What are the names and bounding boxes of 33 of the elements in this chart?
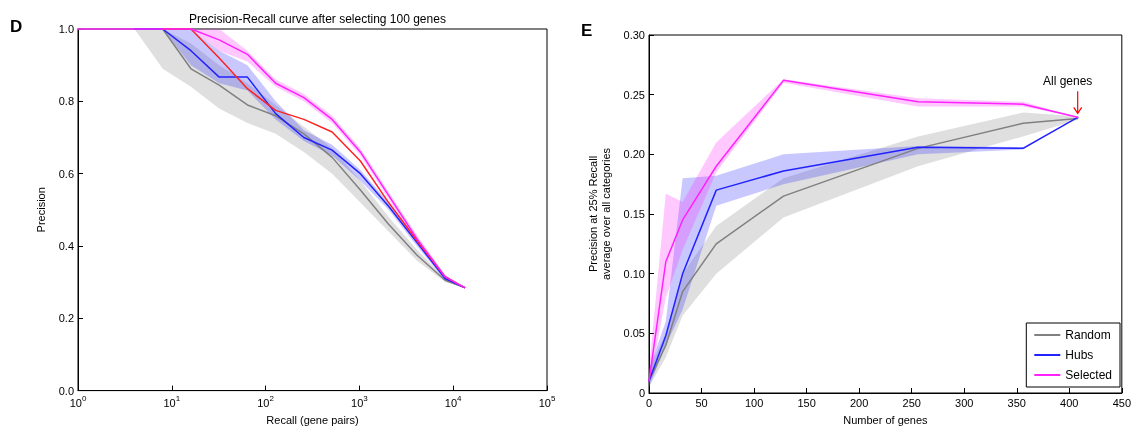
x-axis-title: Recall (gene pairs): [266, 413, 359, 426]
x-tick-label: 450: [1112, 396, 1131, 409]
y-tick-label: 0.4: [58, 239, 74, 252]
text: D: [10, 17, 23, 36]
x-tick-label: 150: [797, 396, 816, 409]
y-tick-label: 1.0: [58, 23, 74, 35]
text: E: [581, 21, 593, 40]
legend-label: Hubs: [1065, 348, 1094, 362]
y-tick-label: 0.10: [623, 267, 645, 280]
y-tick-label: 0.15: [623, 208, 645, 220]
y-tick-label: 0.6: [58, 167, 74, 180]
y-tick-label: 0.0: [58, 384, 74, 397]
x-axis-title: Number of genes: [843, 413, 929, 426]
x-tick-label: 300: [955, 396, 974, 409]
x-tick-label: 250: [902, 396, 921, 409]
x-tick-label: 0: [645, 396, 653, 409]
y-axis-title: Precision at 25% Recall average over all categories: [587, 147, 613, 281]
x-tick-label: 350: [1007, 396, 1026, 409]
y-tick-label: 0.8: [58, 95, 74, 108]
x-tick-label: 400: [1060, 396, 1079, 409]
legend-label: Random: [1065, 328, 1111, 342]
y-axis-title: Precision: [35, 187, 48, 233]
x-tick-label: 200: [849, 396, 869, 409]
y-tick-label: 0.05: [623, 327, 645, 340]
y-tick-label: 0.30: [623, 29, 645, 41]
x-tick-label: 100: [744, 396, 764, 409]
x-tick-label: 50: [695, 396, 708, 409]
chart-title: Precision-Recall curve after selecting 100 genes: [189, 12, 446, 26]
legend-label: Selected: [1065, 368, 1112, 382]
annotation: All genes: [1043, 74, 1093, 89]
y-tick-label: 0.25: [623, 88, 645, 101]
y-tick-label: 0.20: [623, 148, 645, 161]
y-tick-label: 0.2: [58, 312, 74, 325]
